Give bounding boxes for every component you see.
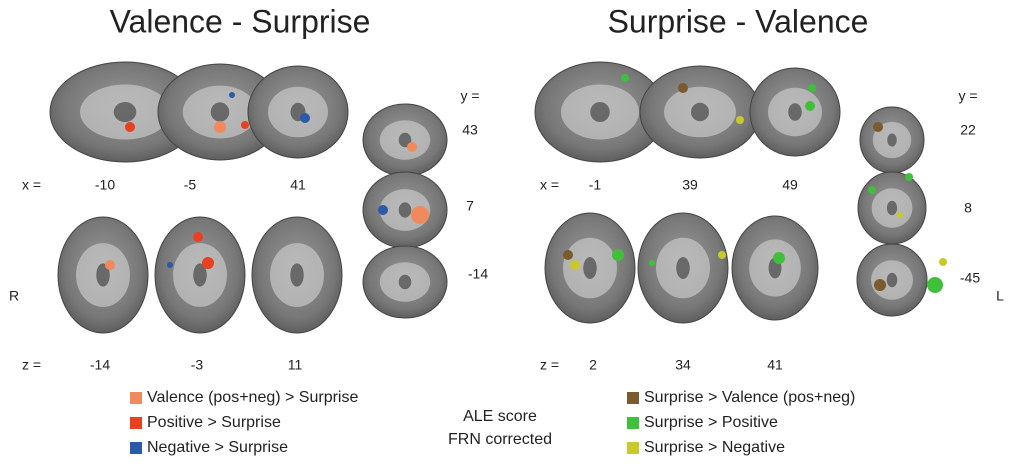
- ventricle: [887, 133, 897, 146]
- activation-blob: [105, 260, 115, 270]
- activation-blob: [649, 260, 655, 266]
- slice-coordinate: -14: [90, 357, 110, 373]
- activation-blob: [874, 279, 886, 291]
- activation-blob: [773, 252, 785, 264]
- activation-blob: [202, 257, 214, 269]
- slice-axis-label: x =: [540, 177, 559, 193]
- activation-blob: [939, 258, 947, 266]
- slice-coordinate: 11: [288, 357, 303, 373]
- activation-blob: [407, 142, 417, 152]
- legend-label: Negative > Surprise: [147, 439, 288, 456]
- activation-blob: [873, 122, 883, 132]
- slice-axis-label: y =: [460, 88, 479, 104]
- activation-blob: [167, 262, 173, 268]
- activation-blob: [805, 101, 815, 111]
- ventricle: [788, 103, 802, 121]
- activation-blob: [905, 173, 913, 181]
- activation-blob: [808, 84, 816, 92]
- legend-note: FRN corrected: [448, 431, 552, 448]
- activation-blob: [241, 121, 249, 129]
- ventricle: [114, 102, 137, 122]
- slice-coordinate: 8: [964, 200, 972, 216]
- slice-axis-label: z =: [540, 357, 559, 373]
- slice-coordinate: -1: [589, 177, 602, 193]
- slice-axis-label: x =: [22, 177, 41, 193]
- activation-blob: [718, 251, 726, 259]
- legend-label: Surprise > Negative: [644, 439, 785, 456]
- ventricle: [887, 201, 897, 215]
- slice-coordinate: 2: [589, 357, 597, 373]
- activation-blob: [570, 260, 580, 270]
- slice-coordinate: -3: [191, 357, 204, 373]
- slice-coordinate: 34: [675, 357, 691, 373]
- activation-blob: [300, 113, 310, 123]
- slice-coordinate: -5: [184, 177, 197, 193]
- legend-swatch: [627, 417, 639, 429]
- slice-axis-label: z =: [22, 357, 41, 373]
- legend-label: Surprise > Valence (pos+neg): [644, 389, 855, 406]
- slice-coordinate: 39: [682, 177, 698, 193]
- legend-note: ALE score: [463, 408, 537, 425]
- brain-slices: [50, 62, 947, 333]
- legend-swatch: [627, 392, 639, 404]
- figure: Valence - Surprise Surprise - Valence R …: [0, 0, 1015, 466]
- activation-blob: [229, 92, 235, 98]
- side-label: R: [9, 288, 19, 304]
- slice-coordinate: -10: [95, 177, 115, 193]
- slice-coordinate: 49: [782, 177, 798, 193]
- activation-blob: [612, 249, 624, 261]
- panel-title: Surprise - Valence: [608, 3, 869, 39]
- ventricle: [691, 103, 709, 121]
- slice-coordinate: 41: [767, 357, 783, 373]
- legend-label: Surprise > Positive: [644, 414, 778, 431]
- slice-coordinate: 43: [462, 122, 478, 138]
- ventricle: [211, 102, 230, 121]
- activation-blob: [868, 186, 876, 194]
- activation-blob: [193, 232, 203, 242]
- activation-blob: [214, 121, 226, 133]
- slice-coordinate: 7: [466, 198, 474, 214]
- ventricle: [290, 263, 304, 286]
- ventricle: [887, 273, 898, 287]
- activation-blob: [736, 116, 744, 124]
- ventricle: [399, 202, 412, 217]
- activation-blob: [927, 277, 943, 293]
- legend-swatch: [130, 392, 142, 404]
- panel-title: Valence - Surprise: [110, 3, 371, 39]
- ventricle: [583, 257, 597, 279]
- activation-blob: [411, 206, 429, 224]
- ventricle: [399, 275, 412, 289]
- slice-coordinate: 22: [960, 122, 976, 138]
- legend-swatch: [627, 442, 639, 454]
- activation-blob: [378, 205, 388, 215]
- ventricle: [590, 102, 610, 122]
- side-label: L: [996, 288, 1004, 304]
- legend-label: Valence (pos+neg) > Surprise: [147, 389, 358, 406]
- slice-coordinate: 41: [290, 177, 306, 193]
- activation-blob: [563, 250, 573, 260]
- activation-blob: [621, 74, 629, 82]
- slice-axis-label: y =: [958, 88, 977, 104]
- legend-swatch: [130, 417, 142, 429]
- legend-swatch: [130, 442, 142, 454]
- slice-coordinate: -14: [468, 266, 488, 282]
- activation-blob: [125, 122, 135, 132]
- ventricle: [676, 257, 690, 279]
- legend-label: Positive > Surprise: [147, 414, 281, 431]
- slice-coordinate: -45: [960, 270, 980, 286]
- activation-blob: [897, 212, 903, 218]
- activation-blob: [678, 83, 688, 93]
